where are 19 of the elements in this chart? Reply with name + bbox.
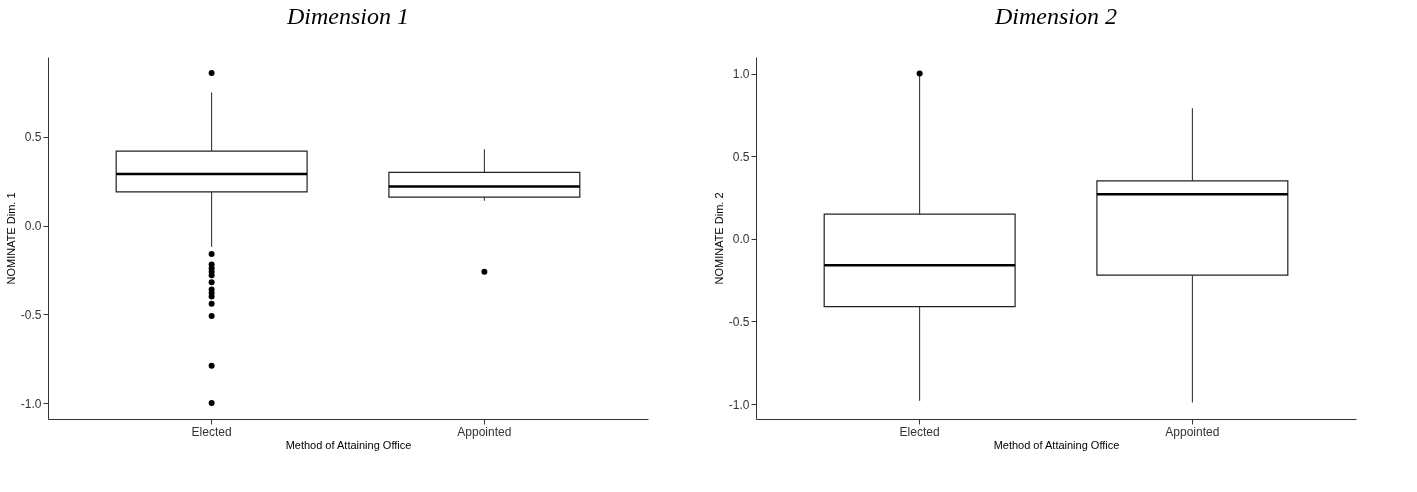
y-tick-label: 0.0 <box>24 219 42 234</box>
y-axis-title: NOMINATE Dim. 2 <box>712 192 725 285</box>
y-tick-label: -1.0 <box>728 397 750 412</box>
chart-title: Dimension 1 <box>286 3 409 29</box>
y-tick-label: 1.0 <box>732 67 750 82</box>
y-tick-label: -0.5 <box>728 314 750 329</box>
y-tick-label: 0.5 <box>24 130 42 145</box>
y-tick-label: 0.0 <box>732 232 750 247</box>
x-tick-label: Appointed <box>457 424 512 439</box>
x-tick-label: Elected <box>899 424 940 439</box>
y-tick-label: 0.5 <box>732 149 750 164</box>
chart-title: Dimension 2 <box>994 3 1117 29</box>
y-tick-label: -1.0 <box>20 396 42 411</box>
y-tick-label: -0.5 <box>20 307 42 322</box>
x-axis-title: Method of Attaining Office <box>285 438 412 451</box>
y-axis-title: NOMINATE Dim. 1 <box>4 192 17 285</box>
x-tick-label: Appointed <box>1165 424 1220 439</box>
x-tick-label: Elected <box>191 424 232 439</box>
x-axis-title: Method of Attaining Office <box>993 438 1120 451</box>
